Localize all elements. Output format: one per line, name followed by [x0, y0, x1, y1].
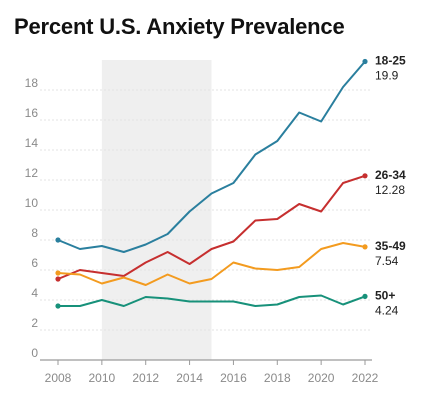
series-start-point-50+ — [55, 303, 61, 309]
x-tick-label: 2012 — [132, 371, 159, 385]
series-line-26-34 — [57, 174, 366, 280]
y-tick-label: 12 — [25, 166, 39, 180]
series-line-layer — [57, 60, 366, 307]
x-tick-label: 2010 — [89, 371, 116, 385]
series-name-label: 35-49 — [375, 239, 406, 253]
series-value-label: 12.28 — [375, 183, 405, 197]
chart-title: Percent U.S. Anxiety Prevalence — [14, 14, 345, 39]
series-end-point-18-25 — [362, 58, 368, 65]
y-tick-label: 14 — [25, 136, 39, 150]
x-tick-label: 2008 — [45, 371, 72, 385]
series-value-label: 7.54 — [375, 254, 399, 268]
x-tick-label: 2014 — [176, 371, 203, 385]
series-line-35-49 — [57, 242, 366, 286]
series-start-point-18-25 — [55, 237, 61, 243]
y-tick-layer: 0 2 4 6 8 10 12 14 16 18 — [25, 76, 39, 360]
series-value-label: 4.24 — [375, 303, 399, 317]
series-name-label: 50+ — [375, 288, 395, 302]
x-tick-layer: 2008 2010 2012 2014 2016 2018 2020 2022 — [45, 360, 379, 385]
series-start-point-26-34 — [55, 276, 61, 282]
series-name-label: 18-25 — [375, 54, 406, 68]
series-name-label: 26-34 — [375, 168, 406, 182]
y-tick-label: 8 — [31, 226, 38, 240]
endpoint-layer — [55, 58, 368, 309]
y-tick-label: 6 — [31, 256, 38, 270]
y-tick-label: 4 — [31, 286, 38, 300]
y-tick-label: 18 — [25, 76, 39, 90]
x-tick-label: 2022 — [352, 371, 379, 385]
series-value-label: 19.9 — [375, 69, 399, 83]
y-tick-label: 0 — [31, 346, 38, 360]
x-tick-label: 2016 — [220, 371, 247, 385]
y-tick-label: 16 — [25, 106, 39, 120]
y-tick-label: 10 — [25, 196, 39, 210]
series-end-point-50+ — [362, 293, 368, 299]
x-tick-label: 2018 — [264, 371, 291, 385]
series-start-point-35-49 — [55, 270, 61, 276]
series-line-18-25 — [57, 60, 366, 253]
series-end-point-35-49 — [362, 244, 368, 250]
series-line-50+ — [57, 294, 366, 307]
x-tick-label: 2020 — [308, 371, 335, 385]
series-end-point-26-34 — [362, 173, 368, 179]
y-tick-label: 2 — [31, 316, 38, 330]
